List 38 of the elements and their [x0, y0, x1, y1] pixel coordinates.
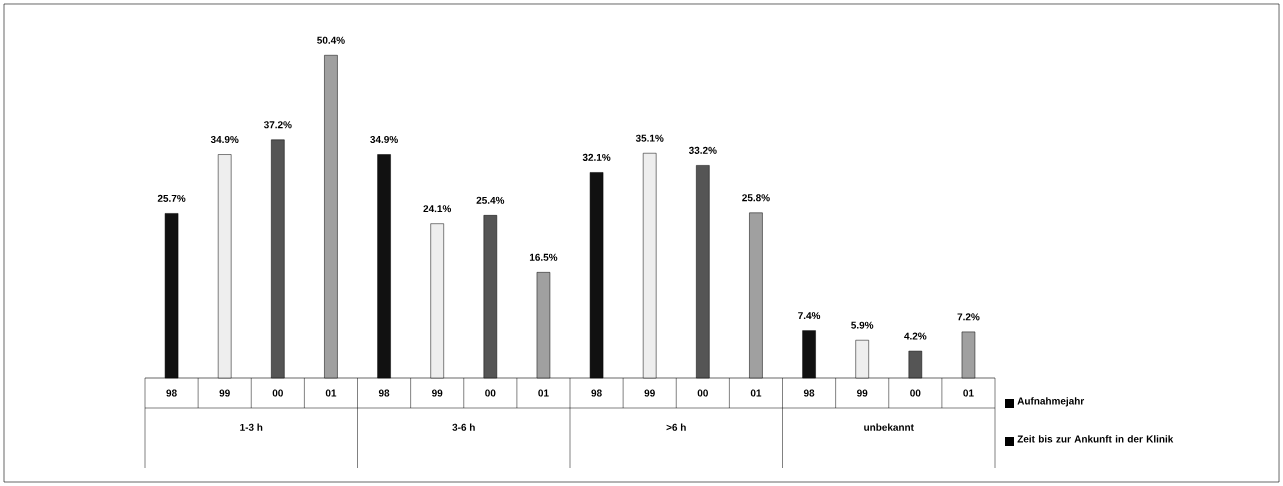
- text: 99: [432, 389, 443, 397]
- data-label: 35.1%: [635, 134, 664, 142]
- data-label: 7.2%: [957, 313, 980, 321]
- text: Aufnahmejahr: [1017, 397, 1085, 407]
- text: 00: [910, 389, 921, 397]
- data-label: 16.5%: [529, 253, 558, 261]
- data-label: 33.2%: [688, 146, 717, 154]
- x-tick-label: >6 h: [666, 423, 686, 431]
- text: 01: [750, 389, 762, 397]
- text: 98: [591, 389, 602, 397]
- text: 00: [697, 389, 708, 397]
- series-label: 00: [272, 389, 283, 397]
- text: 98: [378, 389, 390, 397]
- text: 99: [644, 389, 655, 397]
- data-label: 34.9%: [210, 135, 239, 143]
- data-label: 37.2%: [263, 121, 292, 129]
- data-label: 25.8%: [742, 194, 770, 202]
- data-label: 25.4%: [476, 196, 505, 204]
- data-label: 24.1%: [423, 205, 452, 213]
- text: 01: [538, 389, 549, 397]
- text: 01: [963, 389, 974, 397]
- text: 98: [803, 389, 815, 397]
- text: Zeit bis zur Ankunft in der Klinik: [1017, 435, 1174, 443]
- data-label: 5.9%: [851, 321, 874, 329]
- text: 99: [857, 389, 868, 397]
- text: 00: [485, 389, 496, 397]
- x-tick-label: unbekannt: [864, 423, 914, 431]
- x-tick-label: 1-3 h: [240, 423, 263, 431]
- data-label: 32.1%: [582, 153, 611, 161]
- data-label: 4.2%: [904, 332, 927, 340]
- data-label: 25.7%: [157, 194, 186, 202]
- x-tick-label: 3-6 h: [452, 423, 475, 431]
- series-label: 01: [325, 389, 337, 397]
- data-label: 7.4%: [798, 312, 821, 320]
- data-label: 50.4%: [317, 36, 345, 44]
- series-label: 99: [219, 389, 230, 397]
- series-label: 98: [166, 389, 177, 397]
- data-label: 34.9%: [370, 135, 398, 143]
